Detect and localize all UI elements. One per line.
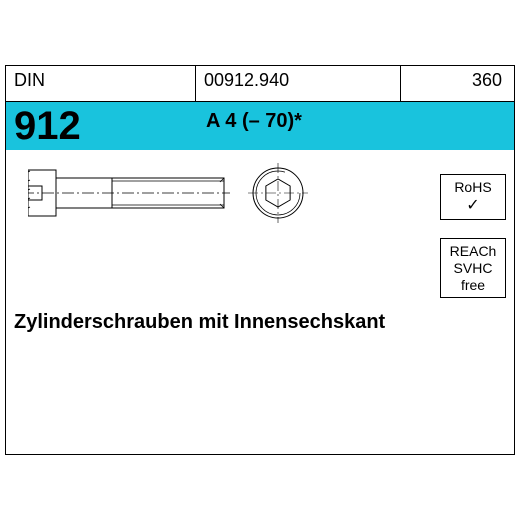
rohs-badge: RoHS ✓ — [440, 174, 506, 220]
reach-badge: REACh SVHC free — [440, 238, 506, 298]
rohs-label: RoHS — [447, 179, 499, 196]
quantity: 360 — [401, 66, 514, 101]
check-icon: ✓ — [447, 196, 499, 215]
reach-line2: SVHC — [447, 260, 499, 277]
canvas: DIN 00912.940 360 912 A 4 (– 70)* Zylind… — [0, 0, 520, 520]
description: Zylinderschrauben mit Innensechskant — [14, 311, 385, 334]
figure-area: Zylinderschrauben mit Innensechskant — [6, 150, 514, 300]
din-label: DIN — [6, 66, 196, 101]
product-code: 00912.940 — [196, 66, 401, 101]
reach-line1: REACh — [447, 243, 499, 260]
reach-line3: free — [447, 277, 499, 294]
din-number: 912 — [6, 102, 196, 150]
datasheet: DIN 00912.940 360 912 A 4 (– 70)* Zylind… — [5, 65, 515, 455]
header-row: DIN 00912.940 360 — [6, 66, 514, 102]
screw-diagram — [28, 162, 328, 232]
spec-row: 912 A 4 (– 70)* — [6, 102, 514, 150]
material-grade: A 4 (– 70)* — [196, 102, 514, 150]
